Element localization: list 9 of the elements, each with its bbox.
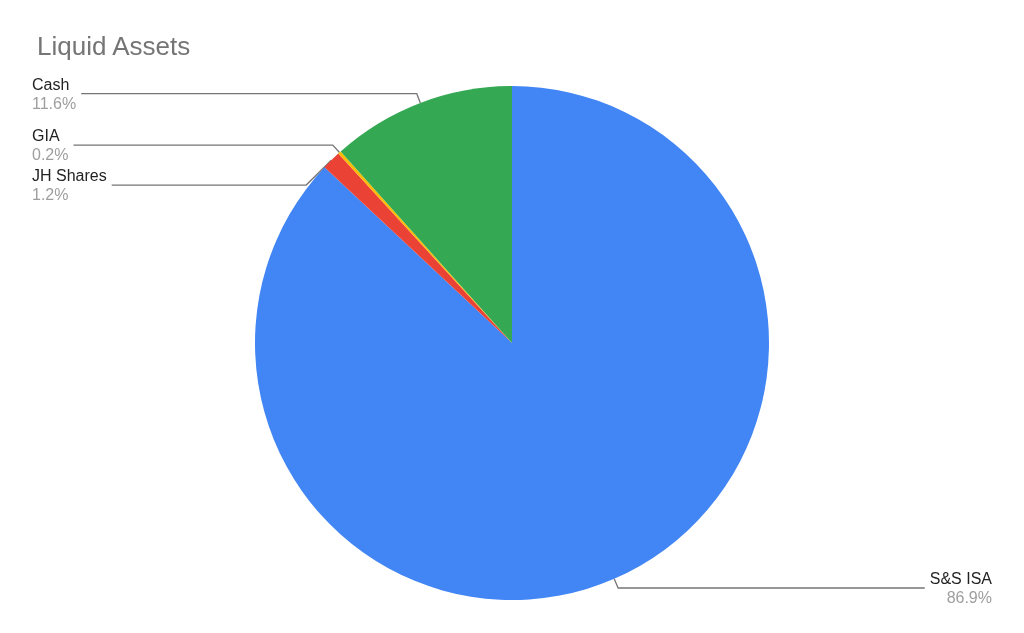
data-label: 11.6%: [32, 94, 77, 112]
slice-label: JH Shares: [32, 167, 107, 185]
data-label: 1.2%: [32, 186, 69, 204]
slice-label: GIA: [32, 127, 60, 145]
slice-label: S&S ISA: [929, 570, 993, 587]
data-label: 86.9%: [946, 589, 992, 606]
chart-title: Liquid Assets: [37, 31, 191, 61]
slice-label: Cash: [32, 75, 70, 93]
data-label: 0.2%: [32, 146, 69, 164]
